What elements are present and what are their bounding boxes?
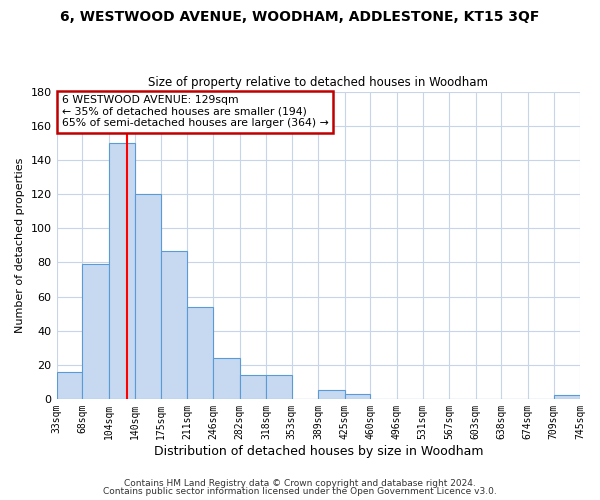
Bar <box>318 390 345 399</box>
Bar <box>213 358 239 399</box>
Text: 6 WESTWOOD AVENUE: 129sqm
← 35% of detached houses are smaller (194)
65% of semi: 6 WESTWOOD AVENUE: 129sqm ← 35% of detac… <box>62 95 329 128</box>
Bar <box>135 194 161 399</box>
Bar <box>82 264 109 399</box>
Y-axis label: Number of detached properties: Number of detached properties <box>15 158 25 333</box>
Bar <box>345 394 370 399</box>
Bar <box>161 250 187 399</box>
Title: Size of property relative to detached houses in Woodham: Size of property relative to detached ho… <box>148 76 488 90</box>
Bar <box>187 307 213 399</box>
Bar <box>266 375 292 399</box>
Bar <box>239 375 266 399</box>
Text: Contains public sector information licensed under the Open Government Licence v3: Contains public sector information licen… <box>103 487 497 496</box>
Bar <box>56 372 82 399</box>
Bar <box>109 143 135 399</box>
Bar <box>554 396 580 399</box>
Text: 6, WESTWOOD AVENUE, WOODHAM, ADDLESTONE, KT15 3QF: 6, WESTWOOD AVENUE, WOODHAM, ADDLESTONE,… <box>61 10 539 24</box>
Text: Contains HM Land Registry data © Crown copyright and database right 2024.: Contains HM Land Registry data © Crown c… <box>124 478 476 488</box>
X-axis label: Distribution of detached houses by size in Woodham: Distribution of detached houses by size … <box>154 444 483 458</box>
